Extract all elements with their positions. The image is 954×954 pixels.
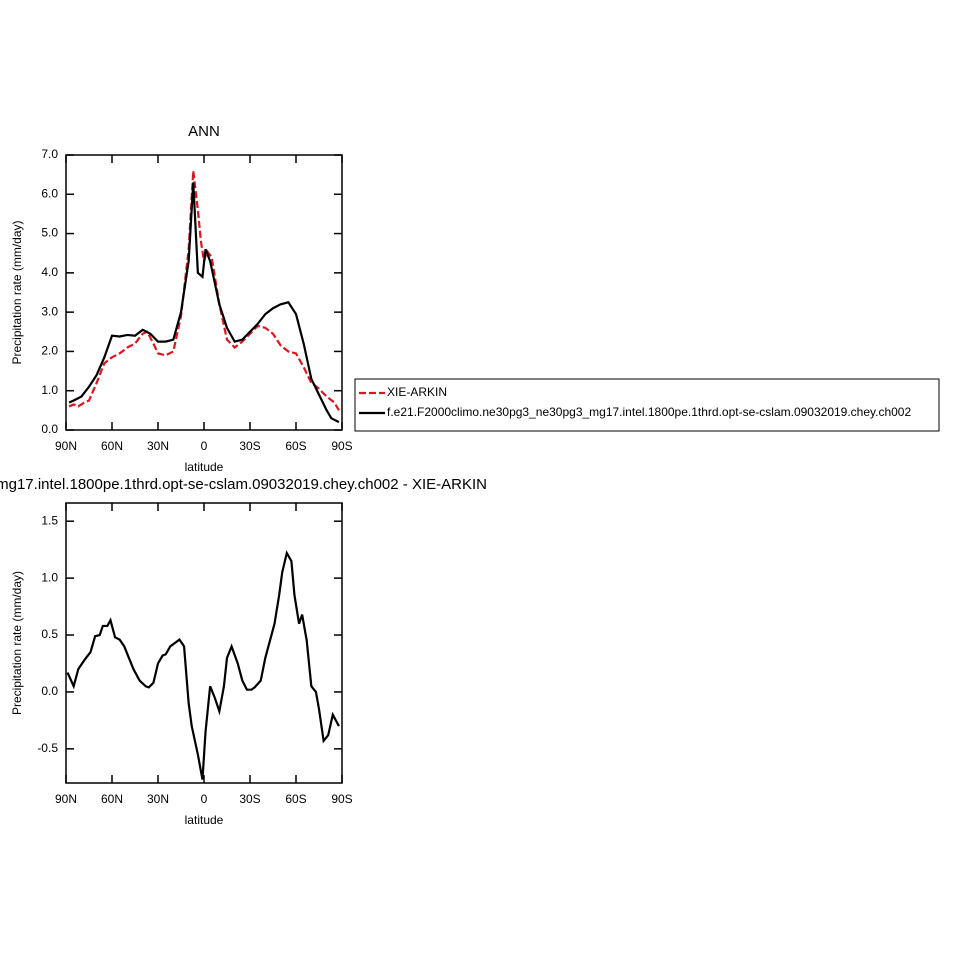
y-tick-label: 3.0: [41, 304, 58, 318]
x-tick-label: 0: [201, 439, 208, 453]
x-tick-label: 60N: [101, 792, 123, 806]
y-axis-label: Precipitation rate (mm/day): [10, 220, 24, 364]
y-axis-label: Precipitation rate (mm/day): [10, 571, 24, 715]
y-tick-label: 0.0: [41, 422, 58, 436]
y-tick-label: 7.0: [41, 147, 58, 161]
x-axis-label: latitude: [185, 813, 224, 827]
y-tick-label: 1.0: [41, 570, 58, 584]
legend-label: f.e21.F2000climo.ne30pg3_ne30pg3_mg17.in…: [387, 405, 911, 419]
data-line: [66, 550, 340, 780]
plot-frame: [65, 502, 343, 784]
x-tick-label: 30N: [147, 792, 169, 806]
legend-label: XIE-ARKIN: [387, 385, 447, 399]
y-tick-label: 6.0: [41, 186, 58, 200]
y-tick-label: 1.5: [41, 513, 58, 527]
data-line: [68, 170, 340, 411]
x-axis-label: latitude: [185, 460, 224, 474]
y-tick-label: 4.0: [41, 265, 58, 279]
y-tick-label: -0.5: [37, 741, 58, 755]
x-tick-label: 90S: [331, 792, 352, 806]
y-tick-label: 0.0: [41, 684, 58, 698]
x-tick-label: 90N: [55, 439, 77, 453]
legend-box: [354, 378, 940, 432]
y-tick-label: 0.5: [41, 627, 58, 641]
x-tick-label: 30N: [147, 439, 169, 453]
x-tick-label: 60S: [285, 792, 306, 806]
x-tick-label: 30S: [239, 439, 260, 453]
x-tick-label: 90N: [55, 792, 77, 806]
x-tick-label: 30S: [239, 792, 260, 806]
chart-title: ANN: [188, 123, 220, 140]
data-line: [68, 182, 340, 424]
y-tick-label: 2.0: [41, 344, 58, 358]
x-tick-label: 90S: [331, 439, 352, 453]
y-tick-label: 1.0: [41, 383, 58, 397]
x-tick-label: 60N: [101, 439, 123, 453]
y-tick-label: 5.0: [41, 226, 58, 240]
x-tick-label: 60S: [285, 439, 306, 453]
chart-title: _ne30pg3_mg17.intel.1800pe.1thrd.opt-se-…: [0, 476, 487, 493]
x-tick-label: 0: [201, 792, 208, 806]
plot-frame: [65, 154, 343, 431]
